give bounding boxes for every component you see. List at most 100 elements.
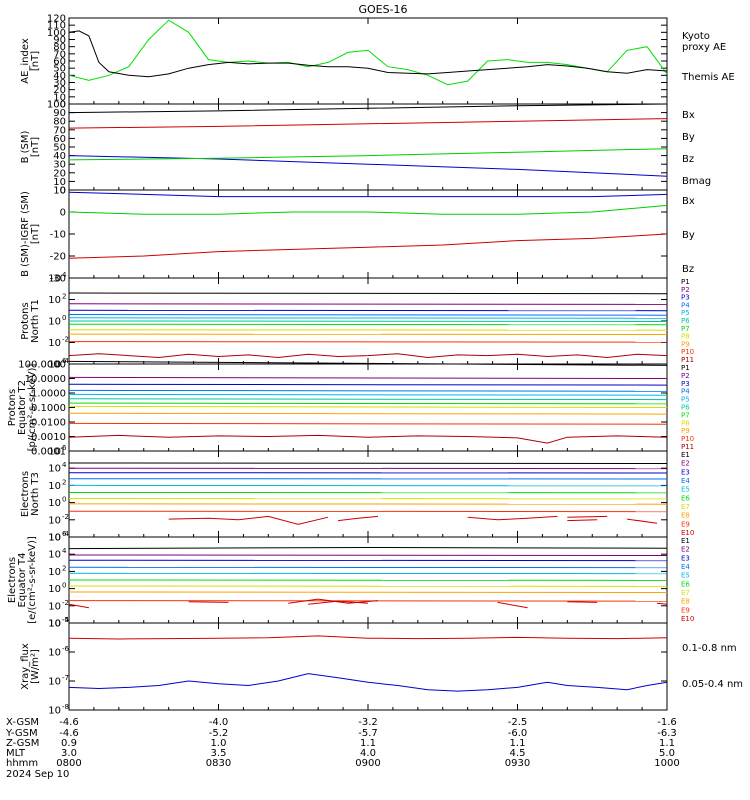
panel-5: 0.0001 0.0010 0.0100 0.1000 1.0000 10.0000 100… bbox=[7, 357, 694, 458]
x-tick-value: 1000 bbox=[654, 758, 679, 769]
y-tick-label: 10 bbox=[48, 481, 61, 492]
legend-entry: By bbox=[682, 132, 695, 143]
y-tick-exponent: -4 bbox=[62, 357, 70, 365]
y-tick-label: 30 bbox=[53, 160, 66, 171]
x-tick-value: 3.0 bbox=[61, 748, 77, 759]
x-row-label: Y-GSM bbox=[5, 728, 38, 739]
x-tick-value: 0900 bbox=[355, 758, 380, 769]
y-tick-exponent: 0 bbox=[62, 496, 66, 504]
plot-title: GOES-16 bbox=[358, 3, 407, 16]
panel-frame bbox=[68, 622, 668, 711]
series-line-by bbox=[68, 148, 668, 161]
y-tick-label: 10 bbox=[53, 177, 66, 188]
legend-entry: P7 bbox=[681, 411, 690, 419]
legend-entry: E7 bbox=[681, 503, 690, 511]
y-tick-label: 10 bbox=[48, 677, 61, 688]
series-line-p4 bbox=[68, 314, 668, 316]
y-tick-label: -20 bbox=[50, 252, 66, 263]
x-row-label: MLT bbox=[6, 748, 26, 759]
x-tick-value: -5.7 bbox=[358, 728, 378, 739]
y-tick-label: 90 bbox=[53, 35, 66, 46]
y-tick-label: 10 bbox=[48, 619, 61, 630]
y-tick-label: 80 bbox=[53, 42, 66, 53]
legend-entry: E9 bbox=[681, 606, 690, 614]
series-line-p2 bbox=[68, 303, 668, 305]
series-line-p10 bbox=[68, 422, 668, 425]
x-tick-value: -3.2 bbox=[358, 717, 378, 728]
x-tick-value: -4.6 bbox=[59, 717, 79, 728]
legend-entry: E4 bbox=[681, 477, 690, 485]
series-line-p1 bbox=[68, 292, 668, 295]
legend-entry: E9 bbox=[681, 520, 690, 528]
y-tick-label: 10 bbox=[48, 274, 61, 285]
series-line-p9 bbox=[68, 412, 668, 415]
y-tick-exponent: 0 bbox=[62, 314, 66, 322]
y-tick-exponent: 4 bbox=[62, 271, 67, 279]
y-tick-label: -30 bbox=[50, 274, 66, 285]
x-tick-value: -1.6 bbox=[657, 717, 677, 728]
y-axis-label: Electrons bbox=[7, 557, 18, 603]
y-axis-label: B (SM)-IGRF (SM) bbox=[20, 191, 31, 277]
y-axis-label: AE_index bbox=[20, 38, 31, 84]
y-tick-label: 20 bbox=[53, 168, 66, 179]
y-tick-label: 10 bbox=[48, 317, 61, 328]
x-tick-value: 0.9 bbox=[61, 738, 77, 749]
legend-entry: E7 bbox=[681, 589, 690, 597]
x-row-label: X-GSM bbox=[6, 717, 39, 728]
series-line-e10 bbox=[656, 602, 668, 605]
legend-entry: E2 bbox=[681, 460, 690, 468]
series-line-e10 bbox=[168, 515, 329, 525]
legend-entry: E2 bbox=[681, 546, 690, 554]
panel-frame bbox=[68, 17, 668, 105]
series-line-by bbox=[68, 204, 668, 215]
legend-entry: P10 bbox=[681, 348, 694, 356]
legend-entry: By bbox=[682, 230, 695, 241]
series-line-e10 bbox=[567, 519, 598, 522]
legend-entry: E1 bbox=[681, 537, 690, 545]
legend-entry: E6 bbox=[681, 494, 690, 502]
y-tick-exponent: 4 bbox=[62, 461, 67, 469]
y-tick-exponent: -2 bbox=[62, 513, 69, 521]
y-tick-label: 0.0001 bbox=[31, 447, 66, 458]
y-tick-label: 10.0000 bbox=[25, 374, 66, 385]
legend-entry: 0.05-0.4 nm bbox=[682, 679, 743, 690]
x-tick-value: 0930 bbox=[505, 758, 530, 769]
legend-entry: proxy AE bbox=[682, 42, 726, 53]
y-tick-label-top: 10 bbox=[48, 360, 61, 371]
series-line-p5 bbox=[68, 393, 668, 396]
y-tick-label: 120 bbox=[47, 14, 66, 25]
y-axis-label: [nT] bbox=[30, 224, 41, 244]
y-axis-label: Equator T4 bbox=[17, 553, 28, 608]
legend-entry: P4 bbox=[681, 388, 690, 396]
y-tick-label: 0.1000 bbox=[31, 403, 66, 414]
legend-entry: P2 bbox=[681, 372, 690, 380]
y-axis-label: Electrons bbox=[20, 471, 31, 517]
legend-entry: E8 bbox=[681, 598, 690, 606]
y-axis-label: [nT] bbox=[30, 51, 41, 71]
y-tick-exponent: -2 bbox=[62, 599, 69, 607]
y-tick-label: 10 bbox=[53, 186, 66, 197]
y-tick-exponent: -7 bbox=[62, 674, 69, 682]
legend-entry: E3 bbox=[681, 554, 690, 562]
series-line-p8 bbox=[68, 405, 668, 408]
x-tick-value: -2.5 bbox=[508, 717, 528, 728]
series-line-e1 bbox=[68, 462, 668, 464]
series-line-p7 bbox=[68, 323, 668, 326]
legend-entry: E3 bbox=[681, 468, 690, 476]
series-line-e10 bbox=[188, 601, 229, 603]
y-tick-label: 70 bbox=[53, 49, 66, 60]
y-tick-label: 50 bbox=[53, 64, 66, 75]
y-axis-label: [p/(cm²-s-sr-keV)] bbox=[27, 364, 38, 452]
y-tick-exponent: 6 bbox=[62, 357, 67, 365]
series-line-0-05-0-4-nm bbox=[68, 673, 668, 692]
y-tick-label: 10 bbox=[48, 706, 61, 717]
series-line-kyoto-proxy-ae bbox=[68, 19, 668, 86]
series-line-0-1-0-8-nm bbox=[68, 635, 668, 640]
legend-entry: E1 bbox=[681, 451, 690, 459]
x-tick-value: 1.0 bbox=[211, 738, 227, 749]
legend-entry: P3 bbox=[681, 380, 690, 388]
series-line-e2 bbox=[68, 554, 668, 556]
x-tick-value: 1.1 bbox=[360, 738, 376, 749]
series-line-e10 bbox=[567, 601, 598, 603]
